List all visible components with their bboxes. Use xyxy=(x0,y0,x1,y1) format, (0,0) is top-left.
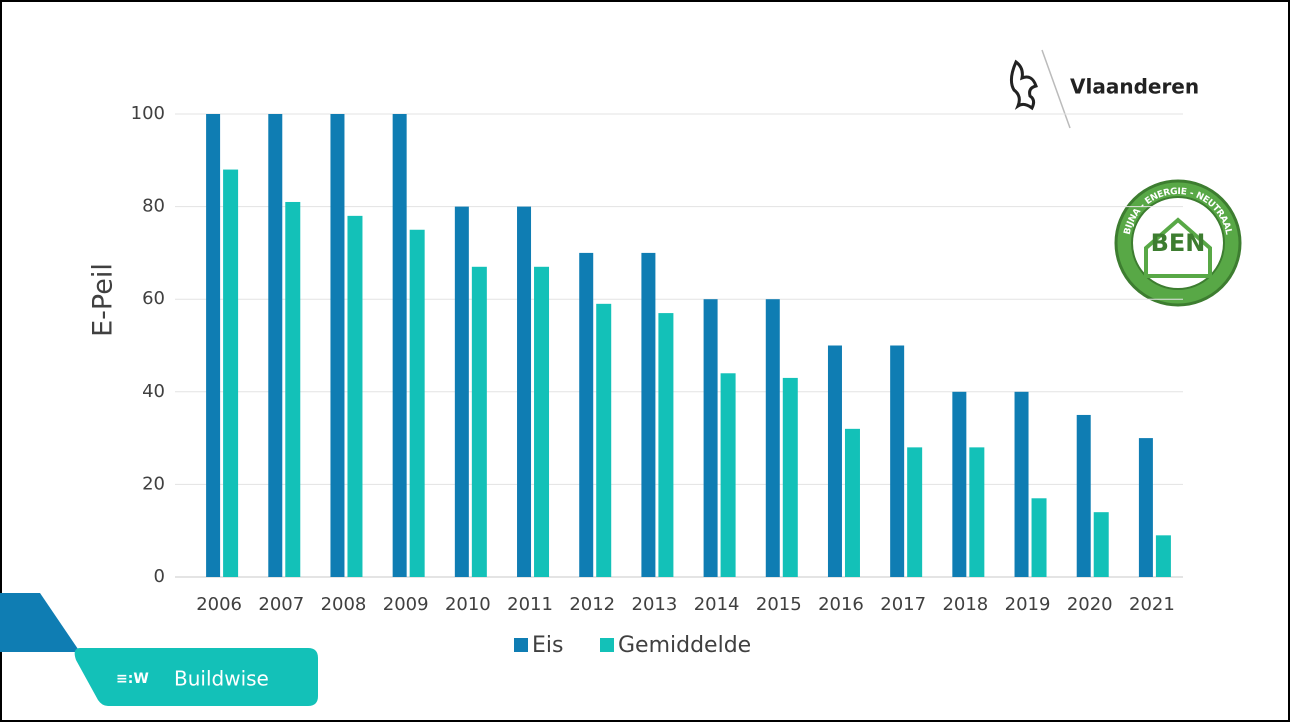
x-tick-label: 2010 xyxy=(445,594,491,615)
bar xyxy=(782,377,798,577)
x-tick-label: 2014 xyxy=(694,594,740,615)
y-tick-label: 60 xyxy=(142,288,165,309)
x-tick-label: 2013 xyxy=(632,594,678,615)
y-tick-label: 20 xyxy=(142,473,165,494)
x-tick-label: 2011 xyxy=(507,594,553,615)
x-tick-label: 2007 xyxy=(258,594,304,615)
bar xyxy=(1031,498,1047,577)
bar xyxy=(720,373,736,577)
bar xyxy=(596,303,612,577)
bar xyxy=(827,345,842,577)
bar xyxy=(471,266,487,577)
bar xyxy=(765,299,780,577)
bar xyxy=(907,447,923,577)
bar xyxy=(330,114,345,577)
bar xyxy=(285,201,301,577)
x-tick-label: 2019 xyxy=(1005,594,1051,615)
bar xyxy=(223,169,239,577)
bar xyxy=(268,114,283,577)
bar xyxy=(641,252,656,577)
bar xyxy=(1155,535,1171,577)
bar xyxy=(1014,391,1029,577)
buildwise-logo: ≡:W Buildwise xyxy=(0,593,319,706)
bar xyxy=(206,114,221,577)
house-icon xyxy=(1144,217,1212,278)
legend-label: Eis xyxy=(532,633,563,658)
y-tick-label: 0 xyxy=(154,566,165,587)
bar xyxy=(409,229,425,577)
bar xyxy=(658,313,674,577)
bar xyxy=(703,299,718,577)
legend-swatch xyxy=(514,638,528,652)
bar xyxy=(1138,438,1153,577)
bar xyxy=(517,206,532,577)
x-tick-label: 2017 xyxy=(880,594,926,615)
x-tick-label: 2020 xyxy=(1067,594,1113,615)
x-tick-label: 2015 xyxy=(756,594,802,615)
x-tick-label: 2008 xyxy=(321,594,367,615)
x-tick-label: 2016 xyxy=(818,594,864,615)
x-tick-label: 2006 xyxy=(196,594,242,615)
y-tick-label: 40 xyxy=(142,381,165,402)
badge-inner xyxy=(1131,196,1225,290)
legend-swatch xyxy=(600,638,614,652)
vlaanderen-text: Vlaanderen xyxy=(1070,75,1199,99)
buildwise-text: Buildwise xyxy=(174,667,269,691)
bar xyxy=(890,345,905,577)
logo-shape-blue xyxy=(0,593,80,652)
bar xyxy=(579,252,594,577)
x-tick-label: 2018 xyxy=(942,594,988,615)
bar xyxy=(952,391,967,577)
vlaanderen-logo: Vlaanderen xyxy=(1009,49,1199,129)
bar xyxy=(392,114,407,577)
logo-shape-teal xyxy=(74,648,319,706)
bar xyxy=(844,428,860,577)
bar xyxy=(347,215,363,578)
badge-text: BEN xyxy=(1151,229,1206,257)
bar xyxy=(1093,512,1109,577)
legend-label: Gemiddelde xyxy=(618,633,751,658)
x-tick-label: 2009 xyxy=(383,594,429,615)
logo-mark: ≡:W xyxy=(116,671,149,687)
y-axis-title: E-Peil xyxy=(88,263,119,337)
x-tick-label: 2021 xyxy=(1129,594,1175,615)
x-tick-label: 2012 xyxy=(569,594,615,615)
lion-icon xyxy=(1009,59,1038,111)
bar xyxy=(454,206,469,577)
bar xyxy=(534,266,550,577)
bar xyxy=(1076,414,1091,577)
bar xyxy=(969,447,985,577)
separator xyxy=(1041,49,1071,129)
ben-badge: BIJNA - ENERGIE - NEUTRAAL BEN xyxy=(1114,179,1242,307)
y-tick-label: 100 xyxy=(131,103,165,124)
y-tick-label: 80 xyxy=(142,196,165,217)
